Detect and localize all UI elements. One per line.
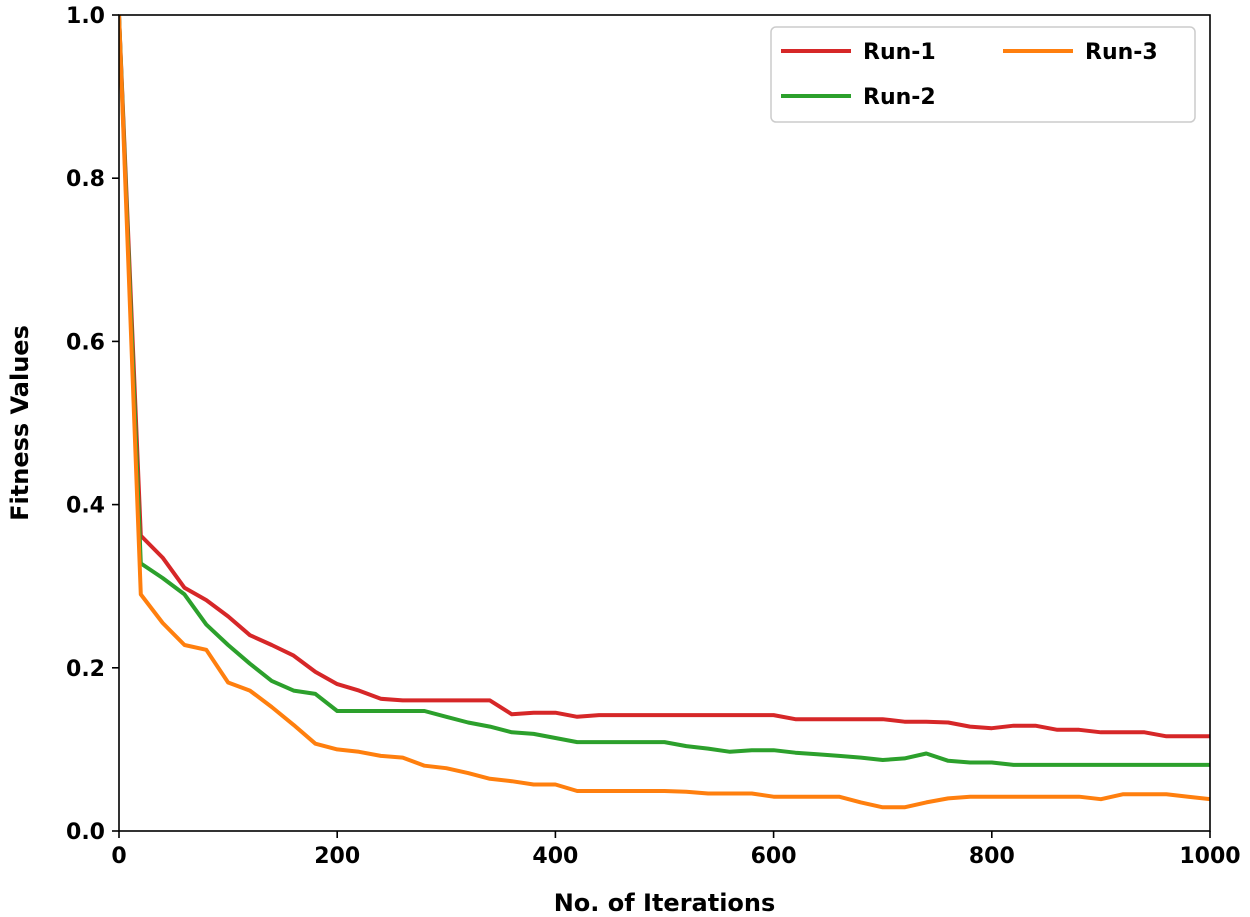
series-line-run-1	[119, 15, 1210, 739]
legend-label: Run-3	[1085, 40, 1158, 65]
y-tick-label: 0.4	[66, 494, 105, 519]
axes-frame	[118, 14, 1211, 832]
x-tick-label: 400	[532, 844, 578, 869]
x-tick-label: 0	[111, 844, 126, 869]
x-axis-label: No. of Iterations	[554, 889, 776, 917]
legend-box	[770, 26, 1196, 123]
y-tick-label: 1.0	[66, 4, 105, 29]
legend-label: Run-2	[863, 85, 936, 110]
x-tick-label: 600	[751, 844, 797, 869]
y-tick-label: 0.2	[66, 657, 105, 682]
x-tick-label: 1000	[1179, 844, 1240, 869]
series-layer	[119, 15, 1210, 810]
y-axis-ticks: 0.0 0.2 0.4 0.6 0.8 1.0	[66, 4, 119, 845]
y-tick-label: 0.6	[66, 330, 105, 355]
y-axis-label: Fitness Values	[6, 325, 34, 521]
legend: Run-1 Run-2 Run-3	[770, 26, 1196, 123]
y-tick-label: 0.0	[66, 820, 105, 845]
series-line-run-3	[119, 15, 1210, 810]
y-tick-label: 0.8	[66, 167, 105, 192]
x-axis-ticks: 0 200 400 600 800 1000	[111, 831, 1241, 869]
series-line-run-2	[119, 15, 1210, 767]
legend-label: Run-1	[863, 40, 936, 65]
x-tick-label: 800	[969, 844, 1015, 869]
x-tick-label: 200	[314, 844, 360, 869]
